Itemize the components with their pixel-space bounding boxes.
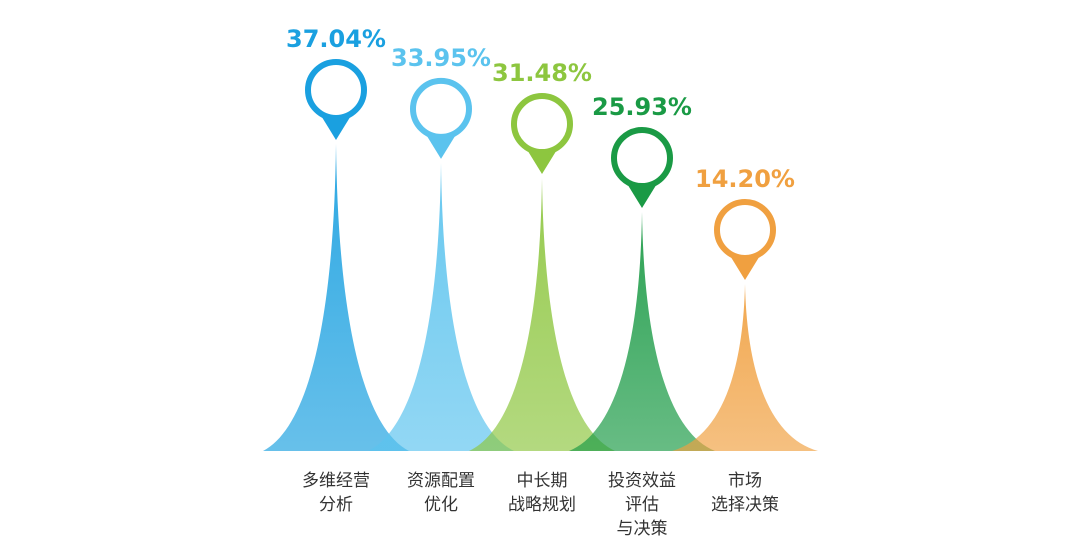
value-label-1: 37.04% xyxy=(286,25,386,53)
pins-layer xyxy=(305,58,776,280)
category-label-1-line-2: 分析 xyxy=(319,495,353,515)
category-label-4-line-3: 与决策 xyxy=(617,519,668,539)
pin-marker-1 xyxy=(305,58,367,140)
category-label-1-line-1: 多维经营 xyxy=(302,471,370,491)
category-label-4-line-1: 投资效益 xyxy=(608,471,676,491)
category-label-5-line-1: 市场 xyxy=(728,471,762,491)
spike-bar-3 xyxy=(469,178,615,452)
pin-marker-3 xyxy=(511,93,573,175)
category-label-3-line-2: 战略规划 xyxy=(508,495,576,515)
spike-bar-2 xyxy=(368,162,514,451)
category-label-4-line-2: 评估 xyxy=(625,495,659,515)
pin-marker-5 xyxy=(714,198,776,280)
value-label-2: 33.95% xyxy=(391,44,491,72)
category-label-5-line-2: 选择决策 xyxy=(711,495,779,515)
value-labels-layer: 37.04%33.95%31.48%25.93% 14.20% xyxy=(286,25,795,193)
category-label-3-line-1: 中长期 xyxy=(517,471,568,491)
value-label-4: 25.93% xyxy=(592,93,692,121)
spike-bar-4 xyxy=(569,212,715,451)
category-label-2-line-1: 资源配置 xyxy=(407,471,475,491)
value-label-5: 14.20% xyxy=(695,165,795,193)
spike-bar-1 xyxy=(263,143,409,451)
pin-marker-2 xyxy=(410,77,472,159)
category-label-2-line-2: 优化 xyxy=(424,495,458,515)
value-label-3: 31.48% xyxy=(492,59,592,87)
pin-marker-4 xyxy=(611,127,673,209)
spikes-layer xyxy=(263,143,818,452)
spike-bar-5 xyxy=(672,283,818,451)
